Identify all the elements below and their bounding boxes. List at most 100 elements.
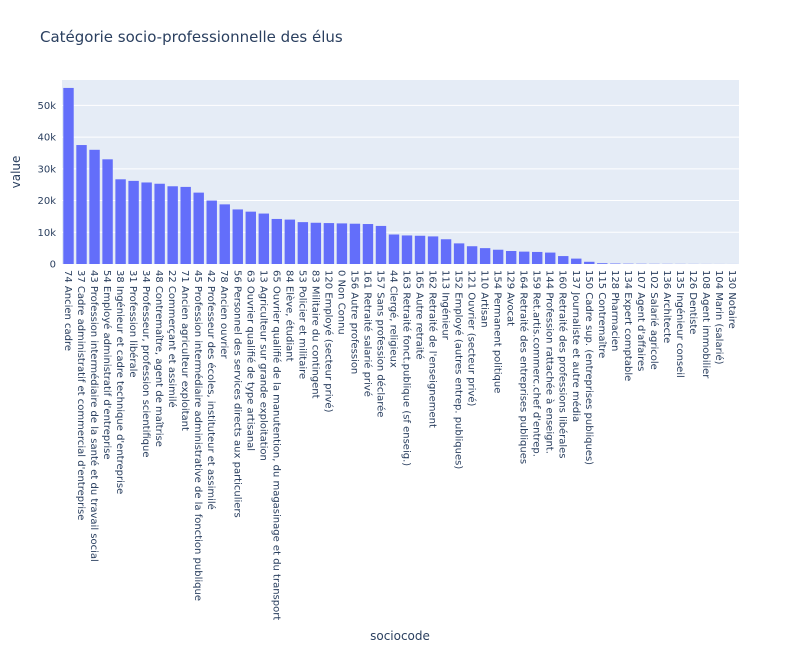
bar[interactable] — [141, 182, 152, 264]
bar[interactable] — [545, 252, 556, 264]
chart-title: Catégorie socio-professionnelle des élus — [40, 28, 343, 46]
bar[interactable] — [453, 243, 465, 264]
y-tick-label: 10k — [37, 228, 56, 239]
bar[interactable] — [388, 234, 400, 264]
x-tick-label: 136 Architecte — [661, 270, 672, 343]
x-tick-label: 163 Retraité fonct.publique (sf enseig.) — [401, 270, 413, 466]
x-tick-label: 113 Ingénieur — [440, 270, 452, 341]
x-tick-label: 162 Retraité de l'enseignement — [427, 270, 439, 428]
bar[interactable] — [584, 261, 595, 264]
x-tick-label: 74 Ancien cadre — [62, 270, 73, 351]
x-tick-label: 165 Autre retraité — [414, 270, 426, 360]
bar[interactable] — [76, 145, 87, 264]
bar[interactable] — [310, 222, 322, 264]
bar[interactable] — [558, 256, 569, 264]
x-tick-label: 63 Ouvrier qualifié de type artisanal — [244, 270, 256, 451]
bar[interactable] — [219, 204, 230, 264]
bar[interactable] — [505, 250, 517, 264]
x-tick-label: 0 Non Connu — [335, 270, 346, 335]
bar[interactable] — [63, 87, 74, 265]
x-tick-label: 154 Permanent politique — [492, 270, 503, 393]
bars[interactable] — [63, 87, 738, 265]
y-tick-labels: 0 10k 20k 30k 40k 50k — [37, 101, 56, 271]
bar[interactable] — [375, 225, 387, 264]
bar[interactable] — [349, 223, 361, 264]
x-tick-label: 56 Personnel des services directs aux pa… — [231, 270, 242, 518]
bar[interactable] — [362, 224, 374, 264]
bar[interactable] — [167, 186, 178, 264]
bar[interactable] — [154, 183, 165, 264]
x-tick-label: 126 Dentiste — [687, 270, 698, 334]
y-tick-label: 0 — [50, 260, 56, 271]
x-tick-label: 135 Ingénieur conseil — [674, 270, 686, 378]
x-tick-label: 134 Expert comptable — [622, 270, 633, 381]
bar[interactable] — [466, 246, 478, 264]
x-tick-label: 44 Clergé, religieux — [387, 270, 399, 368]
x-axis-title: sociocode — [370, 629, 430, 643]
y-tick-label: 40k — [37, 133, 56, 144]
x-tick-label: 48 Contremaître, agent de maîtrise — [153, 270, 165, 447]
bar[interactable] — [427, 236, 439, 264]
y-tick-label: 30k — [37, 164, 56, 175]
bar[interactable] — [414, 235, 426, 264]
bar[interactable] — [597, 263, 608, 264]
x-tick-label: 37 Cadre administratif et commercial d'e… — [75, 270, 86, 520]
x-tick-label: 38 Ingénieur et cadre technique d'entrep… — [114, 270, 126, 494]
bar[interactable] — [297, 222, 309, 264]
bar[interactable] — [245, 211, 256, 264]
bar[interactable] — [479, 248, 491, 264]
bar[interactable] — [128, 180, 139, 264]
x-tick-label: 156 Autre profession — [348, 270, 359, 374]
x-tick-label: 129 Avocat — [505, 270, 516, 326]
x-tick-label: 84 Elève, étudiant — [283, 270, 295, 362]
x-tick-label: 42 Professeur des écoles, instituteur et… — [205, 270, 217, 510]
y-tick-label: 20k — [37, 196, 56, 207]
x-tick-label: 31 Profession libérale — [127, 270, 139, 378]
x-tick-label: 22 Commerçant et assimilé — [166, 270, 178, 408]
x-tick-label: 161 Retraité salarié privé — [361, 270, 373, 397]
x-tick-label: 104 Marin (salarié) — [713, 270, 725, 365]
bar[interactable] — [336, 223, 348, 264]
x-tick-labels: 74 Ancien cadre 37 Cadre administratif et… — [62, 270, 737, 620]
bar[interactable] — [102, 159, 113, 264]
x-tick-label: 34 Professeur, profession scientifique — [140, 270, 151, 458]
x-tick-label: 53 Policier et militaire — [296, 270, 307, 379]
x-tick-label: 108 Agent immobilier — [700, 270, 711, 379]
x-tick-label: 128 Pharmacien — [609, 270, 620, 351]
y-axis-title: value — [9, 156, 23, 189]
x-tick-label: 160 Retraité des professions libérales — [557, 270, 569, 459]
x-tick-label: 54 Employé administratif d'entreprise — [101, 270, 113, 460]
bar[interactable] — [258, 213, 270, 264]
y-tick-label: 50k — [37, 101, 56, 112]
bar[interactable] — [115, 179, 126, 264]
x-tick-label: 152 Employé (autres entrep. publiques) — [453, 270, 465, 469]
bar[interactable] — [518, 251, 530, 264]
x-tick-label: 159 Ret.artis.commerc.chef d'entrep. — [531, 270, 542, 457]
x-tick-label: 83 Militaire du contingent — [309, 270, 320, 399]
x-tick-label: 130 Notaire — [726, 270, 737, 329]
bar[interactable] — [401, 235, 413, 264]
x-tick-label: 65 Ouvrier qualifié de la manutention, d… — [270, 270, 282, 620]
x-tick-label: 107 Agent d'affaires — [635, 270, 646, 371]
x-tick-label: 43 Profession intermédiaire de la santé … — [88, 270, 100, 562]
bar[interactable] — [206, 200, 217, 264]
bar[interactable] — [271, 218, 283, 264]
bar[interactable] — [323, 223, 335, 264]
bar[interactable] — [531, 251, 543, 264]
bar[interactable] — [232, 209, 243, 264]
x-tick-label: 78 Ancien ouvrier — [218, 270, 229, 359]
x-tick-label: 144 Profession rattachée à enseignt. — [544, 270, 556, 454]
x-tick-label: 115 Contremaître — [596, 270, 608, 358]
bar[interactable] — [180, 186, 191, 264]
x-tick-label: 121 Ouvrier (secteur privé) — [466, 270, 478, 406]
bar[interactable] — [284, 219, 296, 264]
bar[interactable] — [440, 239, 452, 264]
bar[interactable] — [492, 249, 504, 264]
x-tick-label: 110 Artisan — [479, 270, 490, 328]
x-tick-label: 45 Profession intermédiaire administrati… — [192, 270, 204, 601]
x-tick-label: 164 Retraité des entreprises publiques — [518, 270, 530, 464]
bar[interactable] — [193, 192, 204, 264]
bar[interactable] — [571, 258, 582, 264]
bar[interactable] — [89, 149, 100, 264]
x-tick-label: 102 Salarié agricole — [648, 270, 660, 370]
